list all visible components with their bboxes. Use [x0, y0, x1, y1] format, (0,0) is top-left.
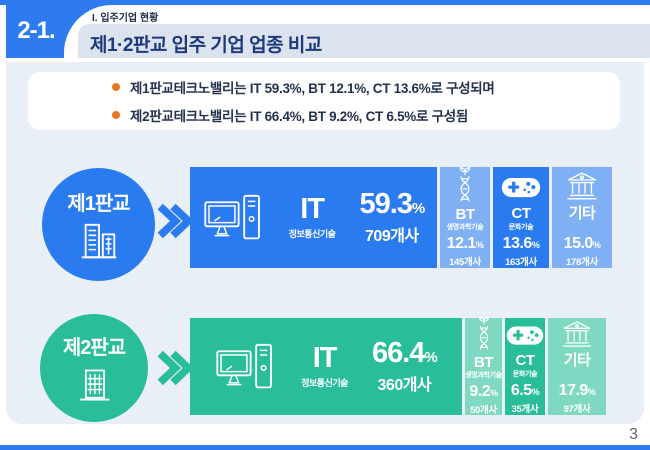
ct-percent: 13.6	[502, 234, 533, 252]
bullet-dot-icon	[112, 83, 120, 91]
ct-subtitle: 문화기술	[508, 223, 534, 231]
it-subtitle: 정보통신기술	[288, 229, 336, 239]
ct-count: 163개사	[505, 257, 537, 268]
double-chevron-icon	[157, 350, 190, 386]
page-number: 3	[629, 426, 638, 443]
key-point-text-1: 제1판교테크노밸리는 IT 59.3%, BT 12.1%, CT 13.6%로…	[130, 81, 495, 96]
pangyo1-it-section: IT 정보통신기술 59.3% 709개사	[190, 167, 437, 268]
percent-sign: %	[411, 199, 425, 217]
pangyo2-industry-bar: IT 정보통신기술 66.4% 360개사 BT 생명과학기술 9.2% 50개…	[190, 316, 606, 417]
key-point-row: 제1판교테크노밸리는 IT 59.3%, BT 12.1%, CT 13.6%로…	[112, 77, 620, 97]
bank-icon	[560, 318, 594, 349]
pangyo2-etc-column: 기타 17.9% 97개사	[548, 318, 606, 415]
title-band	[78, 24, 650, 58]
bt-count: 145개사	[449, 257, 481, 269]
pangyo2-it-stats: 66.4% 360개사	[371, 336, 438, 395]
pangyo1-it-code-block: IT 정보통신기술	[289, 195, 336, 240]
pangyo1-bt-column: BT 생명과학기술 12.1% 145개사	[440, 166, 490, 269]
ct-count: 35개사	[511, 404, 539, 415]
section-label: I. 입주기업 현황	[92, 13, 159, 24]
buildings-icon	[81, 223, 116, 258]
key-point-text-2: 제2판교테크노밸리는 IT 66.4%, BT 9.2%, CT 6.5%로 구…	[130, 109, 468, 124]
pangyo2-label: 제2판교	[62, 337, 126, 359]
it-count: 709개사	[365, 227, 419, 245]
etc-percent: 17.9	[558, 381, 589, 399]
building-icon	[80, 369, 110, 401]
bank-icon	[564, 167, 600, 202]
pangyo1-ct-column: CT 문화기술 13.6% 163개사	[493, 167, 549, 268]
bt-subtitle: 생명과학기술	[446, 224, 484, 232]
it-percent: 59.3	[359, 187, 412, 220]
bt-subtitle: 생명과학기술	[465, 372, 502, 380]
key-points-card: 제1판교테크노밸리는 IT 59.3%, BT 12.1%, CT 13.6%로…	[28, 72, 620, 130]
percent-sign: %	[475, 240, 484, 251]
percent-sign: %	[531, 386, 540, 397]
bt-code: BT	[455, 205, 476, 223]
pangyo2-bt-column: BT 생명과학기술 9.2% 50개사	[465, 316, 502, 417]
bt-count: 50개사	[470, 405, 497, 417]
pangyo1-industry-bar: IT 정보통신기술 59.3% 709개사 BT 생명과학기술 12.1% 14…	[190, 166, 612, 269]
it-code: IT	[312, 342, 338, 374]
percent-sign: %	[424, 348, 437, 366]
pangyo2-it-code-block: IT 정보통신기술	[301, 344, 348, 389]
slide-title: 제1·2판교 입주 기업 업종 비교	[90, 35, 322, 56]
percent-sign: %	[490, 388, 498, 399]
pangyo1-circle: 제1판교	[42, 168, 155, 281]
etc-count: 178개사	[566, 257, 598, 268]
game-controller-icon	[505, 318, 545, 349]
ct-code: CT	[511, 205, 532, 223]
etc-code: 기타	[568, 205, 596, 223]
bt-code: BT	[474, 353, 494, 371]
etc-count: 97개사	[563, 404, 591, 415]
ct-subtitle: 문화기술	[512, 370, 538, 378]
bt-percent: 9.2	[469, 383, 491, 401]
key-point-row: 제2판교테크노밸리는 IT 66.4%, BT 9.2%, CT 6.5%로 구…	[112, 105, 620, 125]
it-percent: 66.4	[371, 336, 425, 369]
etc-code: 기타	[563, 352, 591, 370]
etc-percent: 15.0	[563, 234, 594, 252]
percent-sign: %	[587, 386, 596, 397]
dna-icon	[450, 166, 480, 203]
pangyo1-it-stats: 59.3% 709개사	[359, 187, 425, 246]
computer-icon	[216, 343, 273, 388]
pangyo1-etc-column: 기타 15.0% 178개사	[552, 167, 612, 268]
ct-percent: 6.5	[510, 381, 532, 399]
it-subtitle: 정보통신기술	[301, 378, 348, 388]
ct-code: CT	[515, 352, 536, 370]
top-border-line	[0, 0, 650, 5]
pangyo1-label: 제1판교	[67, 192, 130, 215]
percent-sign: %	[592, 239, 601, 250]
it-code: IT	[300, 193, 325, 225]
pangyo2-it-section: IT 정보통신기술 66.4% 360개사	[190, 318, 462, 415]
game-controller-icon	[500, 167, 542, 202]
slide-number-text: 2-1.	[17, 17, 55, 44]
pangyo2-circle: 제2판교	[40, 314, 148, 422]
bullet-dot-icon	[112, 111, 120, 119]
dna-icon	[470, 316, 498, 351]
bottom-border-line	[0, 445, 650, 450]
pangyo2-ct-column: CT 문화기술 6.5% 35개사	[505, 318, 545, 415]
computer-icon	[204, 194, 260, 239]
it-count: 360개사	[377, 376, 432, 394]
bt-percent: 12.1	[446, 235, 477, 253]
double-chevron-icon	[157, 203, 190, 239]
percent-sign: %	[531, 239, 540, 250]
